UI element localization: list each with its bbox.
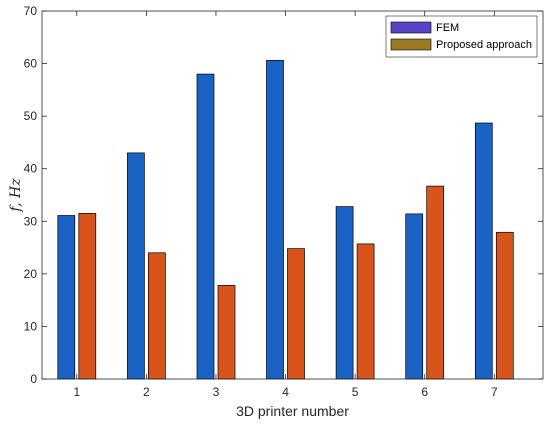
y-tick-label: 10 bbox=[24, 319, 38, 333]
x-axis-title: 3D printer number bbox=[236, 403, 349, 419]
y-tick-label: 0 bbox=[30, 372, 37, 386]
x-tick-label: 3 bbox=[213, 385, 220, 399]
bar-fem-7 bbox=[474, 122, 493, 380]
bar-proposed-1 bbox=[78, 213, 97, 380]
y-tick-label: 20 bbox=[24, 267, 38, 281]
legend-swatch-proposed bbox=[390, 38, 432, 51]
plot-frame bbox=[41, 10, 544, 380]
bar-fem-3 bbox=[196, 73, 215, 380]
legend-label-fem: FEM bbox=[436, 22, 459, 34]
bar-proposed-2 bbox=[148, 252, 166, 380]
bar-fem-2 bbox=[127, 152, 145, 380]
legend-swatch-fem bbox=[390, 21, 432, 34]
bar-proposed-3 bbox=[217, 285, 236, 380]
y-tick-label: 30 bbox=[24, 214, 38, 228]
x-tick-label: 6 bbox=[421, 385, 428, 399]
x-tick-label: 2 bbox=[143, 385, 150, 399]
x-tick-label: 4 bbox=[282, 385, 289, 399]
bars-group bbox=[57, 60, 514, 380]
y-tick-label: 50 bbox=[24, 109, 38, 123]
x-axis: 1 2 3 4 5 6 7 bbox=[73, 11, 498, 399]
y-tick-label: 70 bbox=[24, 4, 38, 18]
legend: FEM Proposed approach bbox=[385, 15, 538, 58]
bar-proposed-7 bbox=[495, 231, 514, 380]
bar-fem-4 bbox=[266, 60, 284, 380]
bar-fem-6 bbox=[405, 213, 424, 380]
bar-fem-1 bbox=[57, 215, 76, 380]
y-axis-title: f, Hz bbox=[8, 178, 24, 213]
y-tick-label: 40 bbox=[24, 162, 38, 176]
y-axis: 0 10 20 30 40 50 60 70 bbox=[24, 4, 543, 386]
bar-proposed-6 bbox=[426, 185, 445, 380]
bar-proposed-5 bbox=[356, 243, 375, 380]
y-tick-label: 60 bbox=[24, 57, 38, 71]
x-tick-label: 1 bbox=[73, 385, 80, 399]
bar-proposed-4 bbox=[287, 248, 305, 380]
legend-label-proposed: Proposed approach bbox=[436, 39, 532, 51]
bar-fem-5 bbox=[335, 206, 354, 380]
x-tick-label: 5 bbox=[352, 385, 359, 399]
x-tick-label: 7 bbox=[491, 385, 498, 399]
